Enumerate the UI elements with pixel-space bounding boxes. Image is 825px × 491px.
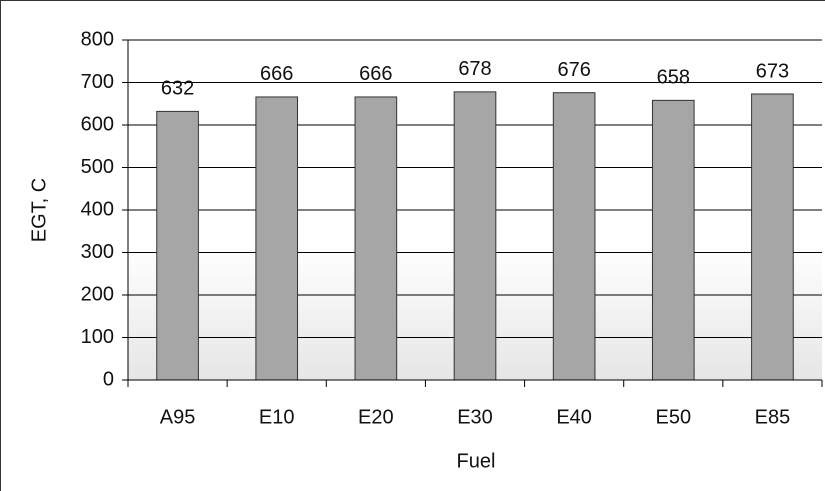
y-tick-label: 500 <box>81 156 114 178</box>
value-label: 673 <box>756 60 789 82</box>
x-tick-label: E20 <box>358 406 394 428</box>
value-label: 678 <box>458 58 491 80</box>
x-tick-label: E40 <box>556 406 592 428</box>
bar <box>156 110 199 381</box>
y-tick-label: 600 <box>81 113 114 135</box>
bar <box>751 93 794 381</box>
x-tick-label: E50 <box>655 406 691 428</box>
y-tick-label: 200 <box>81 283 114 305</box>
value-label: 676 <box>557 59 590 81</box>
y-tick-label: 700 <box>81 71 114 93</box>
x-tick-label: E10 <box>259 406 295 428</box>
x-tick-label: A95 <box>160 406 196 428</box>
bar <box>552 92 596 381</box>
y-tick-label: 800 <box>81 28 114 50</box>
value-label: 666 <box>359 63 392 85</box>
y-axis-title: EGT, C <box>28 178 50 242</box>
y-tick-label: 100 <box>81 326 114 348</box>
x-tick-label: E30 <box>457 406 493 428</box>
value-label: 666 <box>260 63 293 85</box>
x-tick-label: E85 <box>755 406 791 428</box>
y-tick-label: 300 <box>81 241 114 263</box>
value-label: 658 <box>657 67 690 89</box>
y-tick-label: 400 <box>81 198 114 220</box>
bar <box>255 96 299 381</box>
bar <box>354 96 398 381</box>
bar <box>453 91 497 381</box>
bar <box>651 99 695 381</box>
y-tick-label: 0 <box>103 368 114 390</box>
x-axis-title: Fuel <box>457 450 496 472</box>
value-label: 632 <box>161 78 194 100</box>
